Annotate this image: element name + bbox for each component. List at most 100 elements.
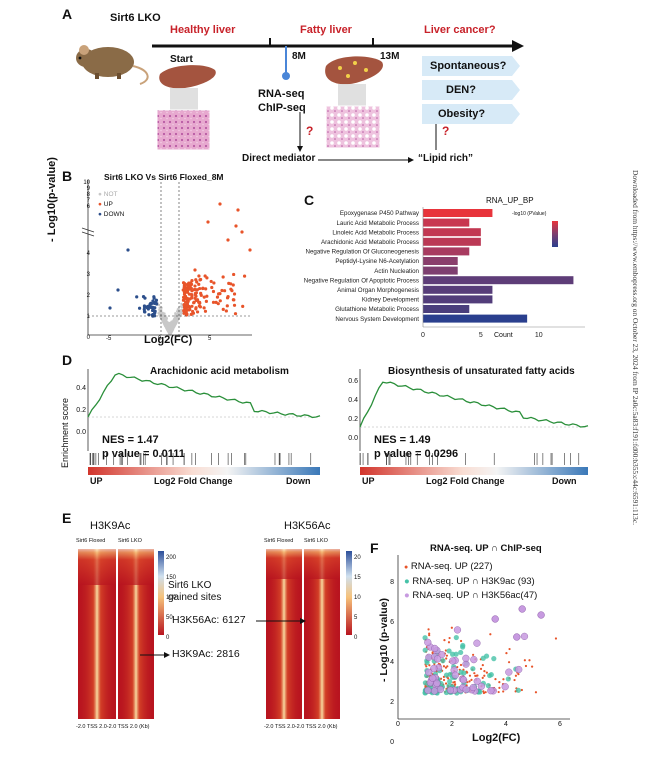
mouse-illustration bbox=[76, 45, 149, 85]
gsea-right-yticks: 0.6 0.4 0.2 0.0 bbox=[348, 378, 358, 442]
volcano-point-up bbox=[201, 286, 205, 291]
volcano-point-up bbox=[248, 248, 252, 252]
volcano-point-not bbox=[158, 303, 161, 307]
scatter-point-h3k56ac bbox=[431, 644, 439, 653]
volcano-point-up bbox=[236, 208, 240, 212]
bar-xtick: 0 bbox=[421, 332, 425, 339]
volcano-point-up bbox=[187, 308, 191, 312]
volcano-point-up bbox=[194, 278, 198, 282]
volcano-point-up bbox=[187, 292, 191, 296]
volcano-point-up bbox=[231, 283, 235, 287]
rnaseq-label: RNA-seq bbox=[258, 88, 305, 100]
volcano-point-down bbox=[142, 305, 147, 309]
scatter-point-up bbox=[442, 665, 446, 668]
scatter-xlabel: Log2(FC) bbox=[472, 732, 521, 744]
bar-label: Animal Organ Morphogenesis bbox=[337, 287, 419, 294]
scatter-point-up bbox=[474, 674, 477, 677]
question-mark-2: ? bbox=[442, 124, 450, 138]
volcano-ylabel: - Log10(p-value) bbox=[46, 157, 58, 242]
volcano-point-down bbox=[143, 310, 147, 314]
volcano-point-up bbox=[198, 286, 202, 291]
scatter-xtick-0: 0 bbox=[396, 721, 400, 728]
scatter-point-h3k9ac bbox=[458, 649, 464, 656]
volcano-point-up bbox=[232, 292, 237, 296]
gsea-left-hit-ticks bbox=[89, 453, 312, 465]
direct-mediator-label: Direct mediator bbox=[242, 153, 316, 164]
volcano-point-down bbox=[137, 306, 142, 310]
volcano-point-down bbox=[126, 248, 130, 252]
scatter-point-h3k56ac bbox=[429, 674, 437, 682]
volcano-point-up bbox=[231, 298, 235, 302]
volcano-point-not bbox=[175, 321, 178, 324]
volcano-yticks-high: 10 9 8 7 6 bbox=[83, 180, 90, 210]
legend-down: ● DOWN bbox=[98, 211, 125, 218]
scatter-title: RNA-seq. UP ∩ ChIP-seq bbox=[430, 543, 542, 554]
scatter-point-h3k56ac bbox=[518, 605, 526, 613]
volcano-point-not bbox=[165, 317, 169, 320]
volcano-point-not bbox=[176, 318, 180, 321]
scatter-point-h3k9ac bbox=[443, 672, 450, 678]
scatter-point-h3k9ac bbox=[447, 678, 453, 685]
scatter-point-up bbox=[508, 647, 511, 651]
scatter-point-up bbox=[489, 633, 492, 636]
scatter-point-h3k9ac bbox=[440, 658, 446, 664]
volcano-point-up bbox=[197, 282, 201, 286]
bar-rect bbox=[423, 228, 481, 237]
bar-xtick: 10 bbox=[535, 332, 543, 339]
liver-cancer-label: Liver cancer? bbox=[424, 24, 496, 36]
gsea-right-up: UP bbox=[362, 476, 375, 486]
volcano-point-up bbox=[202, 306, 206, 310]
scatter-point-h3k9ac bbox=[453, 651, 459, 657]
volcano-point-up bbox=[193, 268, 197, 272]
bar-rects bbox=[423, 209, 574, 323]
scatter-points bbox=[422, 605, 558, 696]
volcano-points bbox=[108, 202, 252, 336]
panel-e-heatmaps bbox=[78, 549, 352, 719]
scatter-point-up bbox=[481, 676, 484, 679]
volcano-point-up bbox=[226, 295, 230, 299]
scatter-point-up bbox=[498, 686, 501, 690]
time-8m-label: 8M bbox=[292, 51, 306, 62]
scatter-point-h3k56ac bbox=[462, 685, 470, 694]
scatter-point-up bbox=[482, 690, 485, 693]
gsea-left-pvalue: p value = 0.0111 bbox=[102, 448, 185, 460]
volcano-point-up bbox=[216, 302, 220, 306]
volcano-point-not bbox=[169, 326, 172, 330]
h3k56-axis: -2.0 TSS 2.0-2.0 TSS 2.0 (Kb) bbox=[264, 724, 338, 730]
scatter-point-h3k56ac bbox=[473, 677, 481, 685]
volcano-point-up bbox=[203, 309, 208, 313]
scatter-point-up bbox=[443, 639, 446, 642]
volcano-point-up bbox=[190, 294, 194, 298]
scatter-point-h3k9ac bbox=[515, 687, 522, 693]
volcano-point-up bbox=[204, 287, 208, 291]
volcano-point-up bbox=[221, 275, 225, 279]
volcano-point-up bbox=[189, 312, 193, 316]
scatter-point-h3k56ac bbox=[430, 687, 439, 695]
scatter-point-up bbox=[497, 690, 500, 694]
scatter-point-up bbox=[502, 678, 505, 681]
volcano-point-up bbox=[181, 298, 186, 302]
scatter-point-up bbox=[485, 671, 488, 674]
volcano-point-down bbox=[152, 295, 156, 299]
scatter-point-up bbox=[470, 678, 473, 681]
volcano-point-up bbox=[205, 276, 209, 280]
volcano-point-down bbox=[147, 313, 151, 317]
bar-xticks: 0 5 10 bbox=[421, 332, 543, 339]
scatter-point-up bbox=[445, 654, 449, 657]
scatter-point-up bbox=[513, 678, 516, 682]
scatter-point-h3k9ac bbox=[491, 656, 497, 662]
volcano-point-not bbox=[165, 321, 168, 324]
panel-label-f: F bbox=[370, 540, 379, 556]
scatter-point-h3k9ac bbox=[470, 666, 476, 672]
scatter-point-up bbox=[502, 690, 505, 693]
volcano-point-up bbox=[232, 272, 236, 277]
h3k9ac-title: H3K9Ac bbox=[90, 520, 131, 532]
volcano-point-up bbox=[232, 303, 237, 307]
volcano-point-down bbox=[135, 295, 139, 299]
bar-rect bbox=[423, 314, 528, 323]
volcano-point-up bbox=[209, 279, 213, 284]
scatter-point-h3k56ac bbox=[487, 687, 495, 695]
volcano-point-up bbox=[218, 299, 222, 303]
scatter-legend: ● RNA-seq. UP (227) ● RNA-seq. UP ∩ H3K9… bbox=[404, 560, 537, 603]
